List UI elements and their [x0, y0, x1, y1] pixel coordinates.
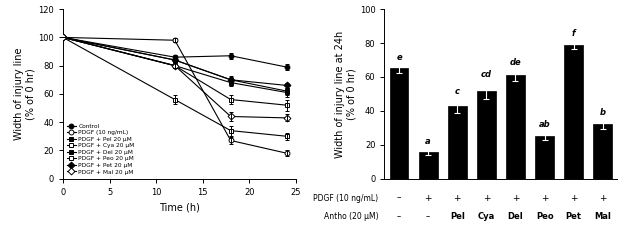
Bar: [448, 106, 467, 179]
Text: de: de: [510, 58, 521, 67]
Bar: [535, 136, 554, 179]
Text: Antho (20 μM): Antho (20 μM): [324, 212, 378, 221]
Text: +: +: [570, 194, 578, 203]
Text: –: –: [397, 194, 401, 203]
Text: PDGF (10 ng/mL): PDGF (10 ng/mL): [313, 194, 378, 203]
Text: +: +: [454, 194, 461, 203]
Text: Peo: Peo: [536, 212, 553, 221]
Text: Cya: Cya: [478, 212, 495, 221]
Bar: [593, 124, 612, 179]
Text: +: +: [483, 194, 490, 203]
Text: cd: cd: [481, 71, 492, 79]
Legend: Control, PDGF (10 ng/mL), PDGF + Pel 20 μM, PDGF + Cya 20 μM, PDGF + Del 20 μM, : Control, PDGF (10 ng/mL), PDGF + Pel 20 …: [66, 123, 135, 176]
X-axis label: Time (h): Time (h): [159, 202, 200, 212]
Text: b: b: [600, 108, 606, 117]
Y-axis label: Width of injury line at 24h
(% of 0 hr): Width of injury line at 24h (% of 0 hr): [335, 30, 357, 158]
Text: Pet: Pet: [566, 212, 581, 221]
Text: +: +: [541, 194, 548, 203]
Text: +: +: [599, 194, 607, 203]
Text: +: +: [425, 194, 432, 203]
Text: ab: ab: [539, 120, 551, 129]
Text: a: a: [425, 136, 431, 146]
Bar: [564, 45, 583, 179]
Text: e: e: [396, 53, 402, 62]
Text: –: –: [397, 212, 401, 221]
Text: Del: Del: [508, 212, 524, 221]
Bar: [506, 75, 525, 179]
Bar: [419, 152, 438, 179]
Text: Pel: Pel: [450, 212, 465, 221]
Bar: [477, 90, 496, 179]
Text: c: c: [455, 87, 460, 96]
Text: +: +: [512, 194, 519, 203]
Text: Mal: Mal: [594, 212, 611, 221]
Y-axis label: Width of injury line
(% of 0 hr): Width of injury line (% of 0 hr): [14, 48, 35, 140]
Bar: [389, 68, 408, 179]
Text: f: f: [572, 29, 576, 38]
Text: –: –: [426, 212, 430, 221]
